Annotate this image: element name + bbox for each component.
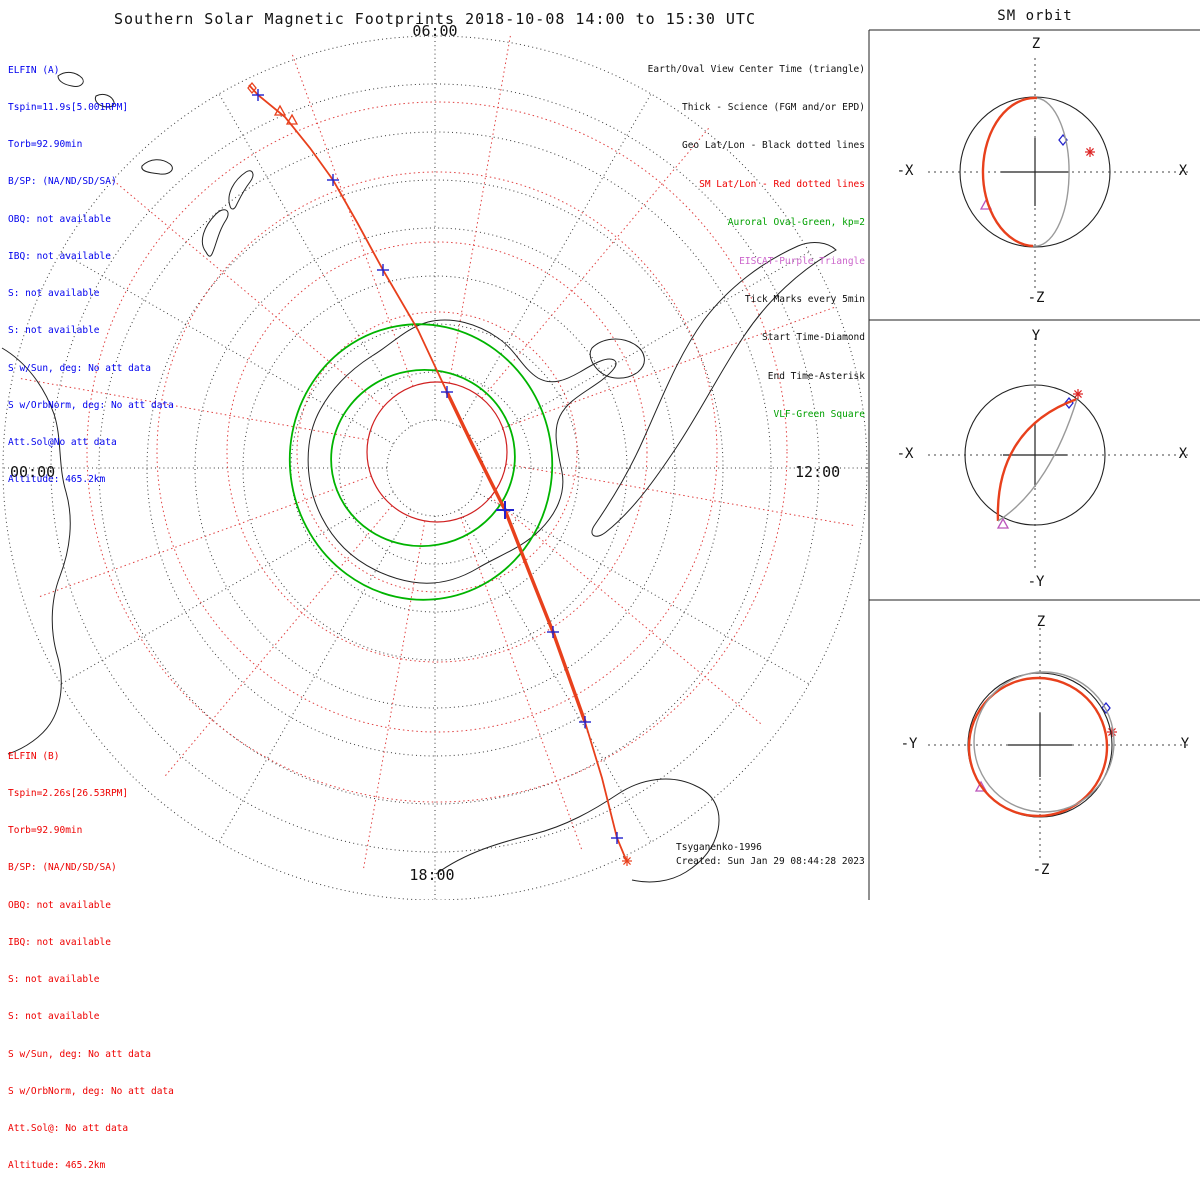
sm-grid (19, 34, 855, 870)
xy-orbit-red (996, 397, 1078, 522)
orbit-panel-yz (928, 628, 1188, 862)
xy-axis-label-left: -X (896, 446, 914, 462)
coastline-left-edge (1, 347, 71, 755)
xz-orbit-gray (1032, 97, 1070, 247)
xy-orbit-gray (997, 398, 1078, 522)
legend-line: Earth/Oval View Center Time (triangle) (647, 63, 865, 75)
dividers (868, 29, 1200, 900)
info-line: Torb=92.90min (8, 825, 83, 837)
coastline-antarctica (307, 319, 617, 584)
yz-orbit-gray (973, 671, 1115, 813)
yz-axis-label-bottom: -Z (1032, 862, 1050, 878)
orbit-panel-xy (928, 338, 1188, 572)
island-group-mid-left (141, 159, 173, 175)
mlt-label-00: 00:00 (10, 463, 56, 481)
info-line: OBQ: not available (8, 213, 111, 225)
auroral-oval (288, 323, 554, 601)
info-line: OBQ: not available (8, 899, 111, 911)
xz-axis-label-right: X (1178, 163, 1188, 179)
yz-axis-label-left: -Y (900, 736, 918, 752)
info-line: Att.Sol@: No att data (8, 1123, 129, 1134)
footprint-track (247, 81, 632, 866)
info-line: Att.Sol@No att data (8, 437, 117, 448)
info-line: Altitude: 465.2km (8, 1160, 106, 1172)
yz-axis-label-right: Y (1180, 736, 1190, 752)
info-line: S: not available (8, 288, 100, 300)
info-line: Tspin=2.26s[26.53RPM] (8, 788, 129, 800)
mlt-label-18: 18:00 (409, 866, 455, 884)
info-line: S w/Sun, deg: No att data (8, 1048, 151, 1060)
geo-grid (2, 35, 868, 900)
page-title: Southern Solar Magnetic Footprints 2018-… (114, 10, 756, 28)
yz-axis-label-top: Z (1036, 614, 1046, 630)
mlt-label-12: 12:00 (795, 463, 841, 481)
legend-line: Start Time-Diamond (762, 332, 865, 344)
coastline-bottom-landmass (435, 778, 720, 883)
legend-line: Auroral Oval-Green, kp=2 (727, 217, 865, 229)
auroral-oval-inner (330, 368, 516, 548)
xz-axis-label-bottom: -Z (1027, 290, 1045, 306)
legend-line: VLF-Green Square (773, 409, 865, 421)
xz-orbit-red (981, 96, 1038, 248)
coastline-south-america (591, 242, 837, 537)
xy-axis-label-bottom: -Y (1027, 574, 1045, 590)
plot-canvas (1, 29, 1200, 900)
info-line: S w/OrbNorm, deg: No att data (8, 399, 174, 411)
info-line: B/SP: (NA/ND/SD/SA) (8, 176, 117, 188)
coastline-new-zealand-south (201, 209, 229, 257)
created-timestamp: Created: Sun Jan 29 08:44:28 2023 (676, 856, 865, 867)
sm-orbit-title: SM orbit (997, 8, 1073, 24)
info-line: IBQ: not available (8, 250, 111, 262)
elfin-a-name: ELFIN (A) (8, 64, 60, 76)
xz-axis-label-top: Z (1031, 36, 1041, 52)
orbit-panel-xz (928, 58, 1188, 288)
elfin-b-info: ELFIN (B) Tspin=2.26s[26.53RPM] Torb=92.… (8, 726, 174, 1197)
legend-line: Tick Marks every 5min (744, 293, 865, 305)
legend-line: Thick - Science (FGM and/or EPD) (681, 101, 865, 113)
legend-line: End Time-Asterisk (767, 370, 865, 382)
elfin-a-info: ELFIN (A) Tspin=11.9s[5.001RPM] Torb=92.… (8, 40, 174, 511)
model-label: Tsyganenko-1996 (676, 842, 762, 853)
info-line: S w/Sun, deg: No att data (8, 362, 151, 374)
info-line: IBQ: not available (8, 936, 111, 948)
legend-line: Geo Lat/Lon - Black dotted lines (681, 140, 865, 152)
info-line: S w/OrbNorm, deg: No att data (8, 1085, 174, 1097)
xz-axis-label-left: -X (896, 163, 914, 179)
plot-page: Southern Solar Magnetic Footprints 2018-… (1, 8, 1200, 1171)
elfin-b-name: ELFIN (B) (8, 750, 60, 762)
xy-earth-circle (964, 384, 1106, 526)
info-line: S: not available (8, 1011, 100, 1023)
coastlines (1, 71, 837, 883)
auroral-oval-outer (288, 323, 554, 601)
info-line: S: not available (8, 325, 100, 337)
xy-axis-label-right: X (1178, 446, 1188, 462)
info-line: Tspin=11.9s[5.001RPM] (8, 102, 129, 114)
orbit-panel-markers (974, 133, 1117, 792)
island-group-top-left (57, 71, 115, 108)
mlt-label-06: 06:00 (412, 22, 458, 40)
legend: Earth/Oval View Center Time (triangle) T… (535, 38, 865, 448)
info-line: B/SP: (NA/ND/SD/SA) (8, 862, 117, 874)
yz-orbit-red (967, 676, 1109, 818)
legend-line: SM Lat/Lon - Red dotted lines (699, 178, 865, 190)
xy-axis-label-top: Y (1031, 328, 1041, 344)
legend-line: EISCAT-Purple Triangle (739, 255, 865, 267)
info-line: Torb=92.90min (8, 139, 83, 151)
coastline-new-zealand-north (228, 170, 254, 210)
info-line: S: not available (8, 974, 100, 986)
coastline-island-tip (589, 338, 645, 379)
info-line: Altitude: 465.2km (8, 474, 106, 486)
